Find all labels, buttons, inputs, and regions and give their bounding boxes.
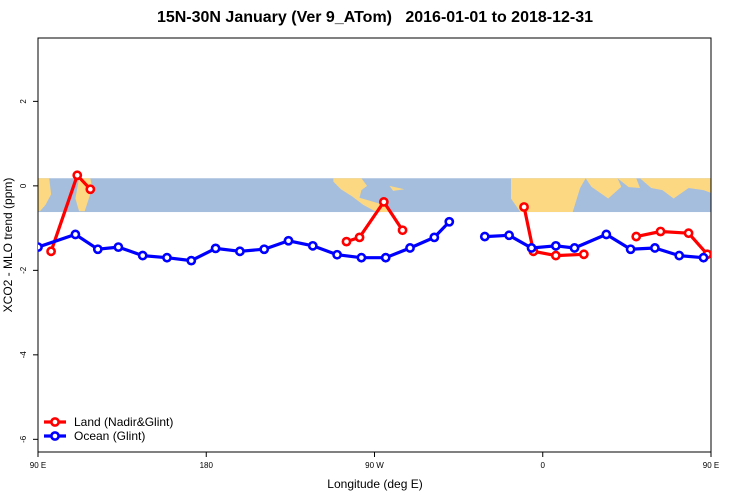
- data-point: [92, 244, 103, 255]
- x-tick-label: 90 W: [365, 461, 384, 470]
- legend: Land (Nadir&Glint)Ocean (Glint): [44, 415, 173, 443]
- map-land-8: [679, 178, 711, 193]
- data-point: [698, 252, 709, 263]
- plot-frame: [37, 37, 712, 453]
- y-tick-label: -6: [19, 435, 28, 443]
- x-tick-label: 90 E: [703, 461, 719, 470]
- data-point: [210, 243, 221, 254]
- data-point: [356, 252, 367, 263]
- data-point: [341, 236, 352, 247]
- data-point: [378, 197, 389, 207]
- data-point: [354, 232, 365, 243]
- data-point: [674, 250, 685, 261]
- legend-marker: [50, 431, 60, 441]
- data-point: [429, 232, 440, 243]
- data-point: [650, 243, 660, 253]
- data-point: [70, 229, 81, 240]
- data-point: [526, 243, 537, 253]
- map-land-7: [640, 178, 689, 199]
- data-point: [85, 184, 96, 195]
- data-point: [162, 252, 172, 263]
- data-point: [259, 244, 270, 255]
- map-land-0: [38, 178, 52, 212]
- x-tick-label: 180: [200, 461, 214, 470]
- data-point: [569, 243, 580, 253]
- data-point: [655, 226, 666, 237]
- y-tick-label: 0: [19, 183, 28, 188]
- data-point: [283, 235, 294, 246]
- data-point: [405, 243, 415, 253]
- map-land-6: [617, 178, 640, 188]
- y-tick-label: 2: [19, 99, 28, 104]
- chart-title: 15N-30N January (Ver 9_ATom) 2016-01-01 …: [156, 9, 594, 26]
- series-line: [344, 200, 405, 244]
- x-axis-title: Longitude (deg E): [327, 477, 422, 491]
- data-point: [683, 228, 694, 239]
- map-land-3: [389, 185, 405, 191]
- data-point: [397, 225, 408, 236]
- map-land-5: [585, 178, 622, 199]
- data-point: [519, 202, 529, 212]
- data-point: [479, 231, 490, 242]
- y-axis-title: XCO2 - MLO trend (ppm): [1, 178, 15, 313]
- data-point: [726, 249, 733, 256]
- data-point: [444, 216, 455, 227]
- data-point: [380, 252, 391, 263]
- data-point: [137, 250, 148, 261]
- map-land-2: [333, 178, 392, 212]
- x-tick-label: 0: [541, 461, 546, 470]
- data-point: [550, 240, 561, 251]
- series-line: [483, 232, 706, 260]
- legend-label: Land (Nadir&Glint): [74, 415, 173, 429]
- data-point: [234, 246, 245, 257]
- series-line: [634, 229, 709, 256]
- map-land-4: [511, 178, 586, 212]
- legend-label: Ocean (Glint): [74, 429, 145, 443]
- y-tick-label: -4: [19, 351, 28, 359]
- data-point: [578, 249, 589, 260]
- data-point: [38, 242, 43, 253]
- data-point: [631, 231, 642, 242]
- x-axis: 90 E 180 90 W 0 90 E: [30, 452, 719, 470]
- data-point: [46, 246, 56, 257]
- data-point: [113, 242, 124, 253]
- series-layer: [38, 170, 750, 266]
- data-point: [625, 244, 636, 255]
- series-ocean: [38, 216, 709, 266]
- x-tick-label: 90 E: [30, 461, 46, 470]
- data-point: [72, 170, 83, 181]
- world-map-band: [38, 178, 711, 213]
- data-point: [601, 229, 612, 240]
- y-axis: 2 0 -2 -4 -6: [19, 99, 38, 443]
- data-point: [186, 255, 197, 266]
- data-point: [307, 240, 318, 251]
- series-line: [522, 205, 586, 258]
- data-point: [332, 249, 343, 260]
- legend-marker: [50, 417, 60, 427]
- series-line: [730, 175, 750, 252]
- data-point: [504, 230, 514, 241]
- data-point: [550, 250, 561, 261]
- y-tick-label: -2: [19, 266, 28, 274]
